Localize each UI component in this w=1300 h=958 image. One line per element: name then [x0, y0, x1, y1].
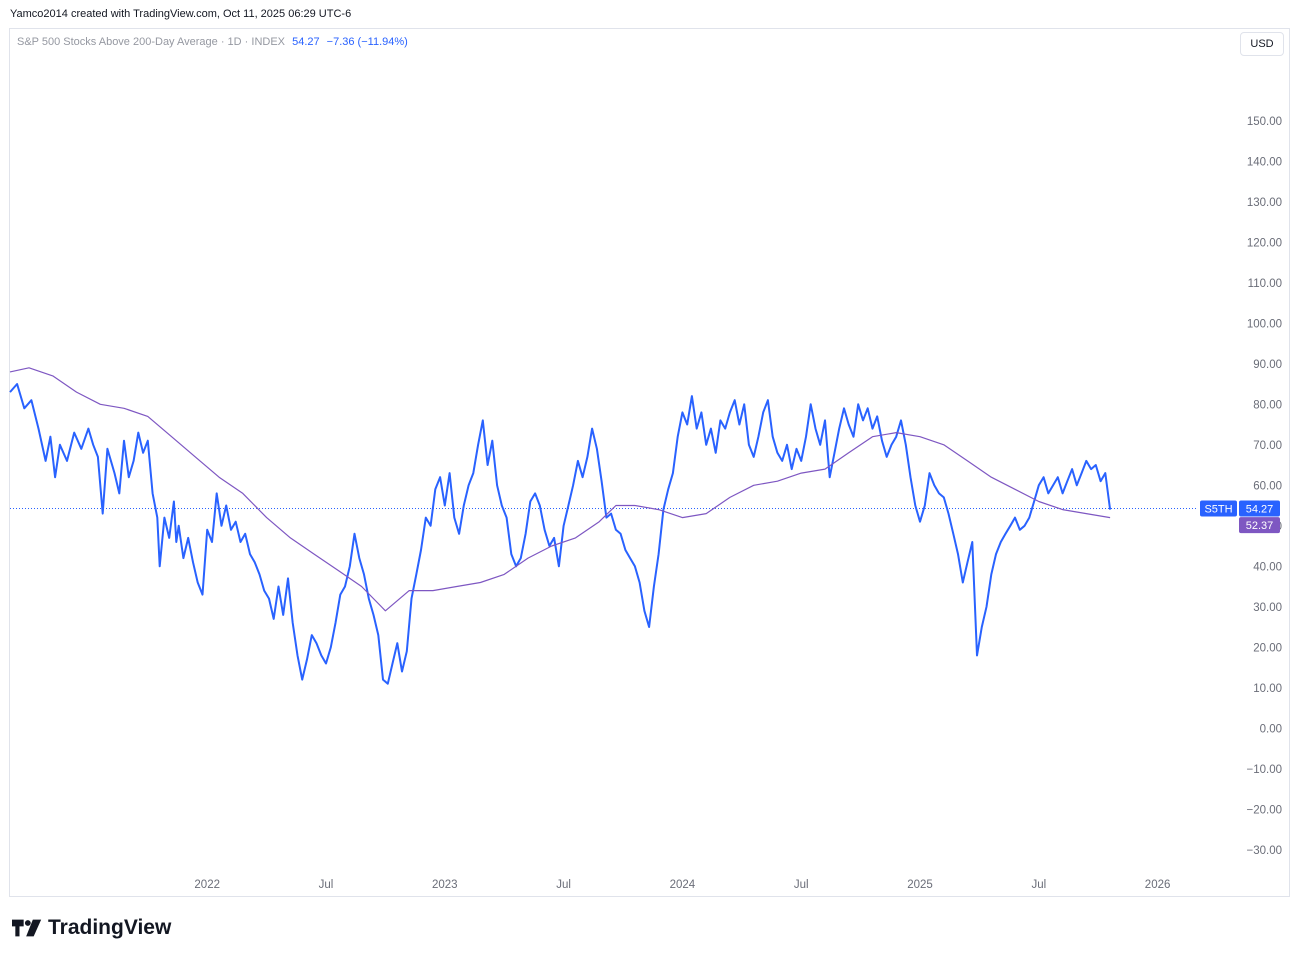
x-tick-label: 2023: [432, 879, 458, 891]
currency-button[interactable]: USD: [1240, 32, 1284, 56]
y-tick-label: 20.00: [1253, 642, 1282, 654]
y-tick-label: −30.00: [1247, 845, 1283, 857]
last-value: 54.27: [292, 36, 320, 48]
x-tick-label: Jul: [556, 879, 571, 891]
y-tick-label: 30.00: [1253, 602, 1282, 614]
y-tick-label: 120.00: [1247, 237, 1282, 249]
y-tick-label: 0.00: [1260, 723, 1282, 735]
chart-credit: Yamco2014 created with TradingView.com, …: [10, 8, 352, 20]
y-tick-label: 70.00: [1253, 440, 1282, 452]
y-tick-label: 10.00: [1253, 683, 1282, 695]
symbol-title[interactable]: S&P 500 Stocks Above 200-Day Average · 1…: [17, 36, 286, 48]
price-label: [1239, 500, 1280, 517]
y-tick-label: 150.00: [1247, 116, 1282, 128]
x-tick-label: Jul: [1031, 879, 1046, 891]
y-tick-label: 80.00: [1253, 399, 1282, 411]
price-label-text: 54.27: [1246, 503, 1274, 515]
change-value: −7.36 (−11.94%): [326, 36, 408, 48]
y-tick-label: −20.00: [1247, 804, 1283, 816]
brand-name: TradingView: [48, 916, 172, 939]
ma-label-text: 52.37: [1246, 520, 1274, 532]
x-tick-label: 2026: [1145, 879, 1171, 891]
tradingview-logo-icon: [12, 919, 42, 937]
price-series-line[interactable]: [9, 383, 1112, 685]
y-tick-label: 90.00: [1253, 359, 1282, 371]
moving-average-line[interactable]: [9, 367, 1111, 612]
x-tick-label: 2025: [907, 879, 933, 891]
y-tick-label: 110.00: [1248, 278, 1282, 290]
y-tick-label: −10.00: [1247, 764, 1283, 776]
x-tick-label: Jul: [794, 879, 809, 891]
y-tick-label: 60.00: [1253, 480, 1282, 492]
ma-label: [1239, 517, 1280, 534]
symbol-tag: [1200, 500, 1237, 517]
y-tick-label: 100.00: [1247, 318, 1282, 330]
chart-frame: [9, 28, 1290, 897]
tradingview-brand[interactable]: TradingView: [12, 916, 171, 940]
y-tick-label: 130.00: [1247, 197, 1282, 209]
symbol-legend: S&P 500 Stocks Above 200-Day Average · 1…: [17, 36, 408, 48]
x-tick-label: 2022: [194, 879, 220, 891]
x-tick-label: Jul: [319, 879, 334, 891]
y-tick-label: 140.00: [1247, 156, 1282, 168]
symbol-tag-text: S5TH: [1204, 503, 1232, 515]
y-tick-label: 40.00: [1253, 561, 1282, 573]
x-tick-label: 2024: [670, 879, 696, 891]
